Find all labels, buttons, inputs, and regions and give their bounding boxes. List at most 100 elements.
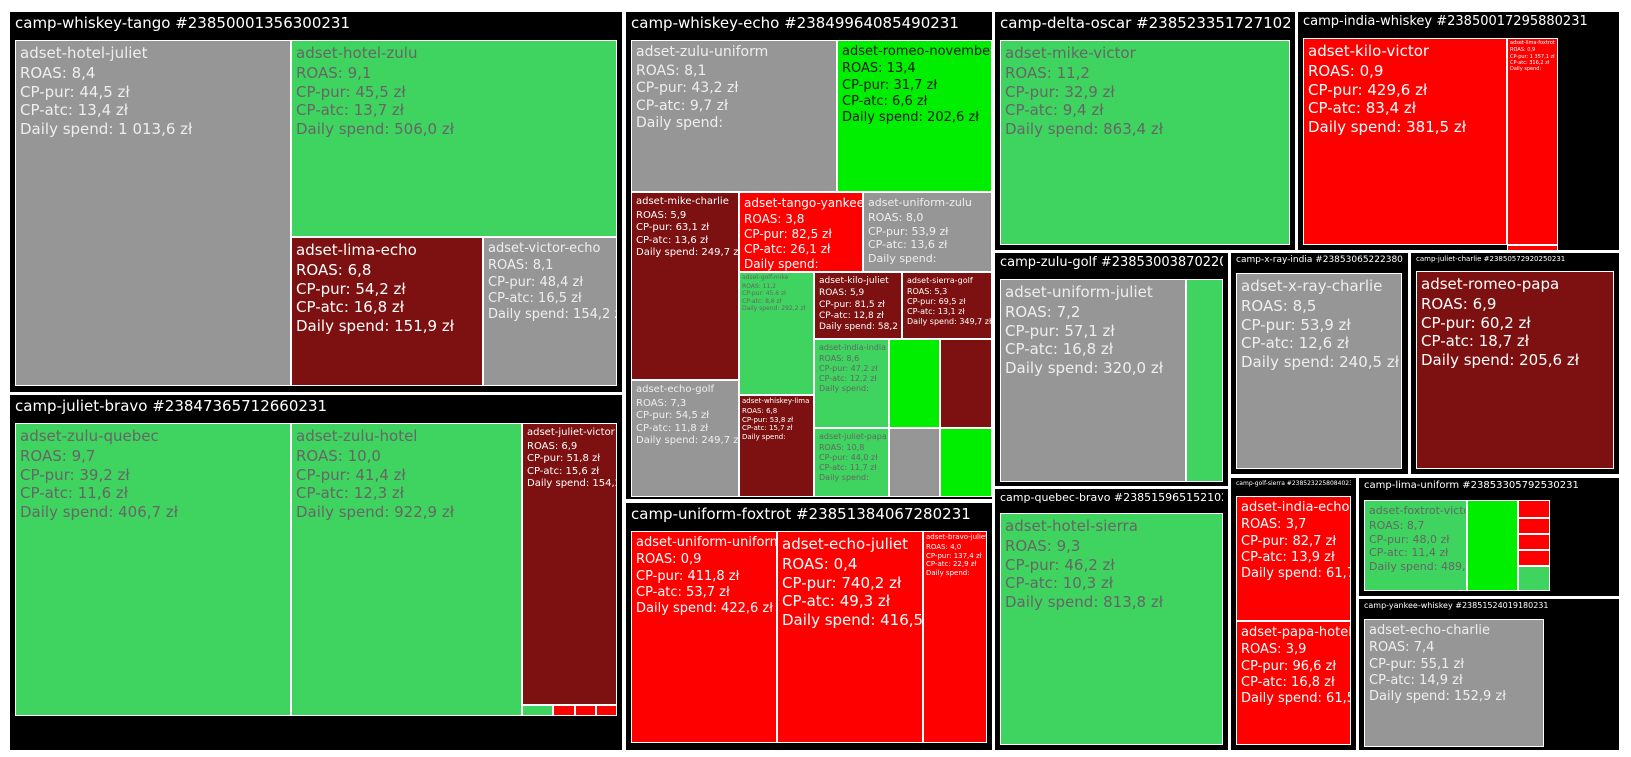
adset-tile[interactable]: adset-golf-mike ROAS: 11,2 CP-pur: 45,6 zł… [739, 272, 814, 395]
adset-tile[interactable] [1507, 245, 1558, 250]
adset-cp-atc: CP-atc: 22,9 zł [926, 560, 977, 569]
adset-daily-spend: Daily spend: [868, 252, 937, 265]
campaign-title: camp-golf-sierra #23852322580840231 [1236, 480, 1351, 487]
adset-tile[interactable]: adset-juliet-victor ROAS: 6,9 CP-pur: 51,8… [522, 423, 617, 705]
adset-tile[interactable]: adset-tango-yankee ROAS: 3,8 CP-pur: 82,5 … [739, 192, 863, 272]
adset-tile[interactable]: adset-hotel-sierra ROAS: 9,3 CP-pur: 46,2 … [1000, 513, 1223, 745]
adset-tile[interactable]: adset-india-india ROAS: 8,6 CP-pur: 47,2 z… [814, 339, 889, 428]
adset-tile[interactable] [596, 705, 617, 716]
campaign-box: camp-whiskey-tango #23850001356300231 ads… [10, 12, 622, 392]
adset-cp-atc: CP-atc: 13,7 zł [296, 101, 405, 120]
adset-daily-spend: Daily spend: 863,4 zł [1005, 120, 1163, 138]
adset-tile[interactable] [940, 339, 992, 428]
adset-tile[interactable] [1518, 550, 1550, 566]
adset-cp-atc: CP-atc: 13,6 zł [636, 234, 709, 246]
adset-cp-pur: CP-pur: 45,5 zł [296, 82, 406, 101]
adset-roas: ROAS: 6,8 [296, 260, 372, 279]
adset-tile[interactable] [1186, 279, 1223, 482]
adset-tile[interactable]: adset-echo-juliet ROAS: 0,4 CP-pur: 740,2 … [777, 531, 923, 743]
adset-cp-atc: CP-atc: 9,7 zł [636, 97, 728, 114]
campaign-title: camp-delta-oscar #23852335172710231 [1000, 14, 1290, 32]
adset-cp-atc: CP-atc: 14,9 zł [1369, 672, 1463, 688]
adset-daily-spend: Daily spend: 922,9 zł [296, 503, 454, 521]
adset-name: adset-romeo-papa [1421, 275, 1560, 293]
adset-roas: ROAS: 8,1 [636, 62, 707, 79]
adset-roas: ROAS: 0,4 [782, 554, 858, 573]
adset-tile[interactable]: adset-lima-foxtrot ROAS: 0,9 CP-pur: 1 357… [1507, 38, 1558, 245]
campaign-title: camp-whiskey-echo #23849964085490231 [631, 14, 959, 32]
adset-tile[interactable] [889, 339, 940, 428]
adset-name: adset-kilo-victor [1308, 42, 1430, 60]
adset-daily-spend: Daily spend: 506,0 zł [296, 120, 454, 138]
adset-tile[interactable]: adset-uniform-zulu ROAS: 8,0 CP-pur: 53,9 … [863, 192, 992, 272]
adset-tile[interactable]: adset-echo-charlie ROAS: 7,4 CP-pur: 55,1 … [1364, 619, 1544, 747]
adset-tile[interactable] [1518, 566, 1550, 591]
adset-tile[interactable] [1518, 534, 1550, 550]
adset-tile[interactable]: adset-victor-echo ROAS: 8,1 CP-pur: 48,4 z… [483, 237, 617, 386]
adset-roas: ROAS: 10,0 [296, 446, 381, 465]
adset-cp-atc: CP-atc: 16,8 zł [1005, 340, 1114, 359]
adset-tile[interactable]: adset-whiskey-lima ROAS: 6,8 CP-pur: 53,8 … [739, 395, 814, 497]
adset-tile[interactable]: adset-mike-charlie ROAS: 5,9 CP-pur: 63,1 … [631, 192, 739, 380]
adset-tile[interactable]: adset-uniform-uniform ROAS: 0,9 CP-pur: 41… [631, 531, 777, 743]
adset-daily-spend: Daily spend: 151,9 zł [296, 317, 454, 335]
adset-daily-spend: Daily spend: 292,2 zł [742, 305, 806, 312]
adset-cp-atc: CP-atc: 12,6 zł [1241, 334, 1350, 353]
adset-name: adset-foxtrot-victor [1369, 504, 1467, 517]
adset-cp-pur: CP-pur: 69,5 zł [907, 297, 966, 306]
adset-tile[interactable] [889, 428, 940, 497]
adset-tile[interactable] [553, 705, 575, 716]
campaign-box: camp-golf-sierra #23852322580840231 adset… [1231, 478, 1356, 750]
adset-tile[interactable]: adset-india-echo ROAS: 3,7 CP-pur: 82,7 zł… [1236, 496, 1351, 621]
adset-name: adset-sierra-golf [907, 276, 973, 285]
adset-tile[interactable]: adset-hotel-juliet ROAS: 8,4 CP-pur: 44,5 … [15, 40, 291, 386]
adset-cp-atc: CP-atc: 10,3 zł [1005, 574, 1114, 593]
adset-roas: ROAS: 13,4 [842, 61, 916, 77]
adset-name: adset-tango-yankee [744, 196, 863, 210]
adset-tile[interactable]: adset-sierra-golf ROAS: 5,3 CP-pur: 69,5 z… [902, 272, 992, 339]
adset-tile[interactable] [1518, 500, 1550, 518]
adset-roas: ROAS: 5,9 [636, 209, 687, 221]
adset-daily-spend: Daily spend: 381,5 zł [1308, 118, 1466, 136]
adset-tile[interactable]: adset-kilo-victor ROAS: 0,9 CP-pur: 429,6 … [1303, 38, 1507, 245]
adset-daily-spend: Daily spend: 249,7 zł [636, 247, 739, 258]
adset-name: adset-papa-hotel [1241, 625, 1351, 640]
adset-cp-atc: CP-atc: 83,4 zł [1308, 99, 1417, 118]
adset-tile[interactable] [1518, 518, 1550, 534]
adset-daily-spend: Daily spend: 320,0 zł [1005, 359, 1163, 377]
adset-daily-spend: Daily spend: [742, 433, 786, 441]
adset-cp-pur: CP-pur: 57,1 zł [1005, 321, 1115, 340]
adset-tile[interactable]: adset-zulu-uniform ROAS: 8,1 CP-pur: 43,2 … [631, 40, 837, 192]
adset-tile[interactable]: adset-uniform-juliet ROAS: 7,2 CP-pur: 57,… [1000, 279, 1186, 482]
adset-tile[interactable]: adset-juliet-papa ROAS: 10,8 CP-pur: 44,0 … [814, 428, 889, 497]
adset-tile[interactable]: adset-x-ray-charlie ROAS: 8,5 CP-pur: 53,9… [1236, 273, 1402, 469]
adset-roas: ROAS: 7,2 [1005, 302, 1081, 321]
adset-tile[interactable] [522, 705, 553, 716]
campaign-box: camp-lima-uniform #23853305792530231 adse… [1359, 478, 1619, 596]
adset-tile[interactable] [575, 705, 596, 716]
adset-roas: ROAS: 5,3 [907, 287, 948, 296]
adset-tile[interactable]: adset-zulu-hotel ROAS: 10,0 CP-pur: 41,4 z… [291, 423, 522, 716]
adset-cp-atc: CP-atc: 18,7 zł [1421, 332, 1530, 351]
adset-tile[interactable]: adset-echo-golf ROAS: 7,3 CP-pur: 54,5 zł C… [631, 380, 739, 497]
adset-tile[interactable]: adset-hotel-zulu ROAS: 9,1 CP-pur: 45,5 zł… [291, 40, 617, 237]
adset-tile[interactable]: adset-bravo-juliet ROAS: 4,0 CP-pur: 137,4… [923, 531, 987, 743]
campaign-box: camp-delta-oscar #23852335172710231 adset… [995, 12, 1295, 250]
adset-tile[interactable]: adset-papa-hotel ROAS: 3,9 CP-pur: 96,6 zł… [1236, 621, 1351, 745]
adset-roas: ROAS: 3,8 [744, 212, 805, 226]
adset-tile[interactable]: adset-romeo-november ROAS: 13,4 CP-pur: 31… [837, 40, 992, 192]
adset-daily-spend: Daily spend: [819, 473, 869, 482]
adset-roas: ROAS: 6,9 [527, 440, 578, 452]
campaign-box: camp-juliet-charlie #23850572920250231 ad… [1411, 253, 1619, 474]
adset-tile[interactable]: adset-kilo-juliet ROAS: 5,9 CP-pur: 81,5 z… [814, 272, 902, 339]
adset-tile[interactable]: adset-zulu-quebec ROAS: 9,7 CP-pur: 39,2 z… [15, 423, 291, 716]
adset-tile[interactable] [940, 428, 992, 497]
adset-tile[interactable]: adset-romeo-papa ROAS: 6,9 CP-pur: 60,2 zł… [1416, 271, 1614, 469]
adset-tile[interactable] [1467, 500, 1518, 591]
adset-daily-spend: Daily spend: 61,5 zł [1241, 691, 1350, 706]
adset-cp-atc: CP-atc: 11,7 zł [819, 463, 877, 472]
adset-tile[interactable]: adset-mike-victor ROAS: 11,2 CP-pur: 32,9 … [1000, 40, 1290, 245]
adset-tile[interactable]: adset-foxtrot-victor ROAS: 8,7 CP-pur: 48,… [1364, 500, 1467, 591]
adset-tile[interactable]: adset-lima-echo ROAS: 6,8 CP-pur: 54,2 zł C… [291, 237, 483, 386]
campaign-box: camp-x-ray-india #23853065222380231 adset… [1231, 253, 1408, 474]
